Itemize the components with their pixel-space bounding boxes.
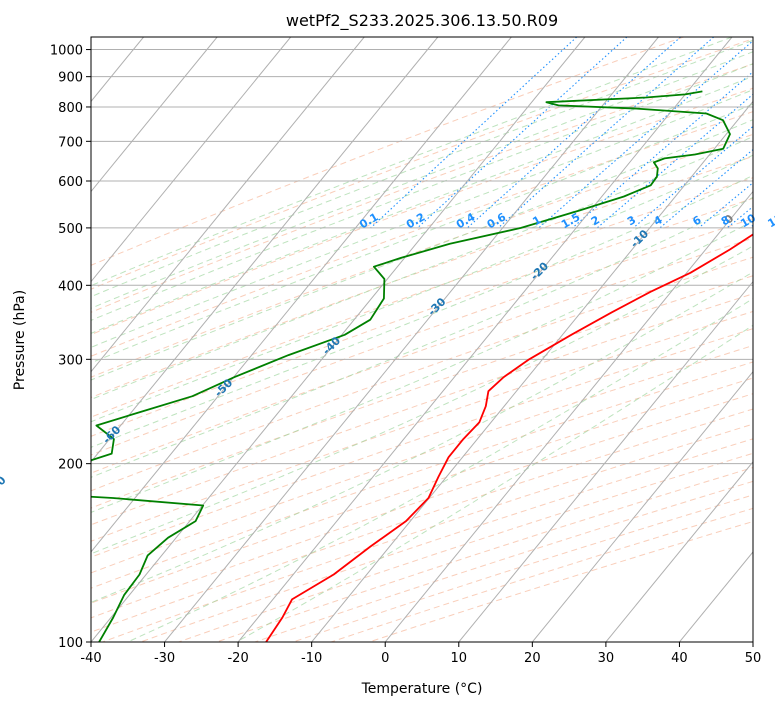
mixing-ratio-label: 4: [652, 213, 665, 228]
moist-adiabat-line: [91, 51, 753, 309]
isotherm-line: [91, 37, 218, 193]
x-tick-label: -20: [227, 651, 248, 666]
y-tick-label: 700: [58, 135, 83, 150]
isotherm-line: [91, 37, 365, 373]
x-tick-label: 40: [671, 651, 688, 666]
moist-adiabat-line: [91, 119, 753, 381]
mixing-ratio-line: [698, 182, 753, 229]
moist-adiabat-line: [91, 103, 753, 364]
y-tick-label: 400: [58, 279, 83, 294]
moist-adiabat-line: [91, 174, 753, 448]
isotherm-line: [531, 370, 753, 642]
moist-adiabat-line: [91, 196, 753, 478]
mixing-ratio-line: [572, 71, 753, 229]
temperature-profile-line: [265, 233, 753, 642]
y-tick-label: 900: [58, 71, 83, 86]
y-tick-label: 500: [58, 222, 83, 237]
dewpoint-profile-line: [91, 90, 731, 642]
dry-adiabat-line: [91, 275, 753, 509]
x-axis-label: Temperature (°C): [361, 681, 483, 697]
dry-adiabat-line: [367, 520, 753, 642]
x-tick-label: 50: [745, 651, 762, 666]
y-tick-label: 300: [58, 353, 83, 368]
x-tick-label: 30: [598, 651, 615, 666]
x-tick-label: -30: [154, 651, 175, 666]
dry-adiabat-line: [91, 393, 753, 619]
isotherm-label: -70: [0, 473, 9, 496]
moist-adiabat-line: [91, 39, 753, 298]
moist-adiabat-line: [91, 271, 753, 603]
dry-adiabat-line: [91, 63, 753, 313]
isotherm-line: [752, 641, 753, 642]
isotherm-line: [311, 100, 753, 642]
isotherm-line: [164, 37, 659, 642]
dry-adiabat-line: [91, 133, 753, 378]
moist-adiabat-line: [91, 154, 753, 423]
dry-adiabat-line: [253, 480, 753, 642]
mixing-ratio-line: [370, 37, 578, 229]
dry-adiabat-line: [177, 452, 753, 642]
isotherm-line: [91, 37, 292, 283]
mixing-ratio-line: [596, 93, 753, 229]
y-axis-label: Pressure (hPa): [12, 290, 28, 390]
moist-adiabat-line: [91, 37, 733, 287]
y-tick-label: 100: [58, 636, 83, 651]
isotherm-line: [91, 37, 586, 642]
dry-adiabat-line: [91, 38, 753, 290]
mixing-ratio-line: [538, 40, 753, 229]
y-tick-label: 200: [58, 458, 83, 473]
plot-frame: [90, 36, 754, 643]
mixing-ratio-line: [417, 37, 628, 229]
dry-adiabat-line: [91, 37, 684, 266]
dry-adiabat-line: [91, 310, 753, 542]
moist-adiabat-line: [91, 220, 753, 513]
dry-adiabat-line: [91, 344, 753, 574]
isotherm-line: [384, 190, 753, 642]
dry-adiabat-line: [91, 408, 753, 633]
y-tick-label: 600: [58, 175, 83, 190]
moist-adiabat-line: [91, 89, 753, 348]
x-tick-label: 10: [451, 651, 468, 666]
moist-adiabat-line: [91, 136, 753, 400]
x-tick-label: 0: [381, 651, 389, 666]
mixing-ratio-line: [749, 224, 753, 229]
x-tick-label: -10: [301, 651, 322, 666]
x-tick-label: -40: [80, 651, 101, 666]
mixing-ratio-label: 2: [589, 213, 602, 228]
dry-adiabat-line: [91, 377, 753, 604]
dry-adiabat-line: [91, 237, 753, 474]
moist-adiabat-line: [91, 63, 753, 321]
isotherm-line: [458, 280, 753, 642]
isotherm-line: [91, 37, 439, 463]
mixing-ratio-label: 13: [766, 211, 775, 230]
moist-adiabat-line: [91, 75, 753, 334]
y-tick-label: 1000: [50, 44, 83, 59]
moist-adiabat-line: [91, 245, 753, 555]
dry-adiabat-line: [91, 177, 753, 418]
isotherm-line: [91, 37, 512, 553]
isotherm-line: [605, 461, 753, 642]
x-tick-label: 20: [524, 651, 541, 666]
isotherm-line: [237, 37, 733, 642]
mixing-ratio-line: [632, 125, 753, 229]
dry-adiabat-line: [91, 218, 753, 456]
isotherm-line: [0, 37, 70, 642]
chart-title: wetPf2_S233.2025.306.13.50.R09: [286, 11, 558, 31]
y-tick-label: 800: [58, 101, 83, 116]
